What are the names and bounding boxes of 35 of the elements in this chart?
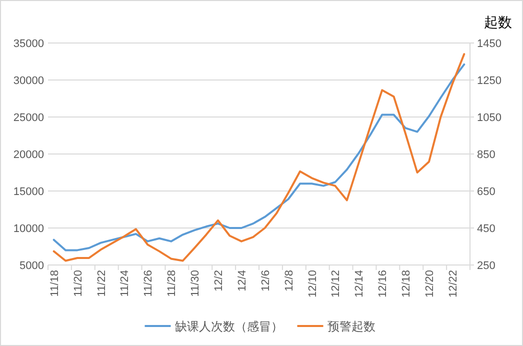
y2-tick-label: 850: [477, 149, 496, 161]
x-tick-label: 11/20: [72, 270, 84, 297]
x-tick-label: 11/18: [48, 270, 61, 297]
y2-tick-label: 450: [477, 223, 496, 235]
x-tick-label: 12/16: [377, 270, 390, 298]
legend-label: 缺课人次数（感冒）: [174, 320, 283, 334]
x-tick-label: 12/22: [447, 270, 460, 298]
y2-tick-label: 1050: [477, 112, 502, 124]
x-tick-label: 11/22: [96, 270, 108, 297]
x-tick-label: 11/24: [119, 270, 132, 297]
y-tick-label: 5000: [20, 260, 44, 272]
y2-tick-label: 250: [477, 260, 496, 272]
y2-tick-label: 650: [477, 186, 496, 198]
y-tick-label: 20000: [13, 149, 44, 161]
y2-axis-title: 起数: [484, 14, 512, 30]
x-tick-label: 11/28: [166, 270, 178, 297]
y-tick-label: 10000: [13, 223, 44, 235]
legend-label: 预警起数: [327, 320, 376, 334]
y2-tick-label: 1250: [477, 75, 502, 87]
y2-tick-label: 1450: [477, 38, 502, 50]
y-tick-label: 15000: [13, 186, 44, 198]
x-tick-label: 12/12: [330, 270, 342, 298]
x-tick-label: 12/2: [212, 270, 225, 292]
x-tick-label: 11/26: [142, 270, 155, 297]
x-tick-label: 12/6: [260, 270, 272, 292]
x-tick-label: 11/30: [190, 270, 202, 297]
x-tick-label: 12/10: [306, 270, 319, 298]
x-tick-label: 12/14: [354, 270, 366, 298]
x-tick-label: 12/18: [400, 270, 413, 298]
y-tick-label: 35000: [13, 38, 44, 50]
x-tick-label: 12/20: [424, 270, 436, 298]
y-tick-label: 25000: [13, 112, 44, 124]
x-tick-label: 12/4: [236, 270, 248, 292]
x-tick-label: 12/8: [283, 270, 296, 292]
y-tick-label: 30000: [13, 75, 44, 87]
